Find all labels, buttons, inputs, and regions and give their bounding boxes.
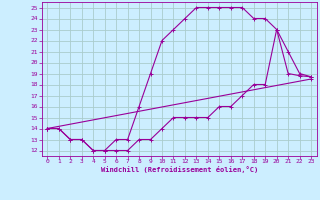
X-axis label: Windchill (Refroidissement éolien,°C): Windchill (Refroidissement éolien,°C) [100,166,258,173]
